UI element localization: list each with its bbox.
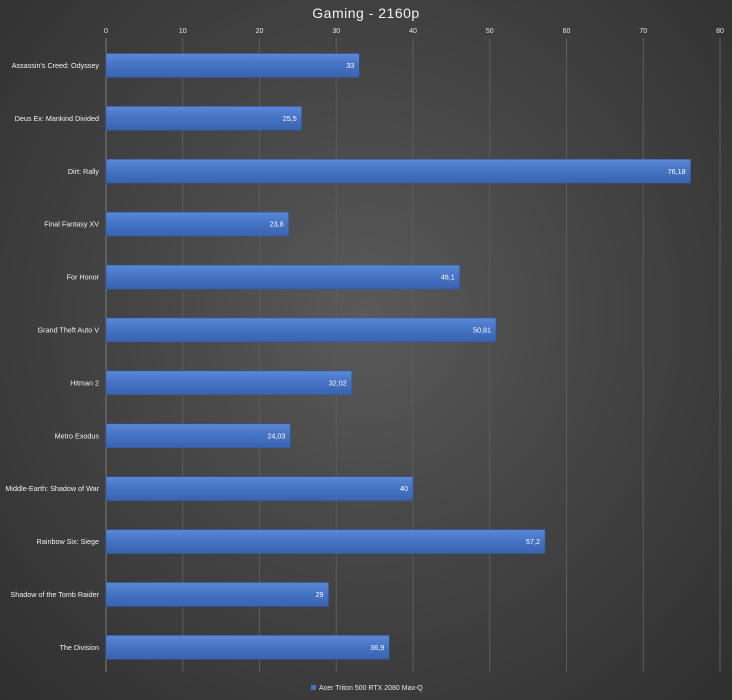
bar (105, 476, 414, 501)
bar (105, 370, 353, 396)
bar-value-label: 76,18 (668, 167, 686, 176)
bar (105, 264, 461, 290)
chart-title: Gaming - 2160p (312, 5, 419, 21)
x-tick-label: 0 (104, 28, 108, 35)
category-label: Hitman 2 (70, 378, 99, 387)
category-label: Middle-Earth: Shadow of War (5, 484, 99, 493)
category-label: Assassin's Creed: Odyssey (12, 61, 100, 70)
bar-value-label: 24,03 (267, 431, 285, 440)
bar-value-label: 33 (346, 61, 354, 70)
bar (105, 529, 546, 554)
category-labels: Assassin's Creed: Odyssey Deus Ex: Mankin… (5, 61, 99, 652)
category-label: Metro Exodus (55, 431, 100, 440)
x-tick-label: 40 (409, 28, 417, 35)
category-label: For Honor (67, 273, 100, 282)
category-label: Rainbow Six: Siege (37, 537, 99, 546)
category-label: Grand Theft Auto V (38, 326, 100, 335)
bar (105, 53, 360, 78)
bar (105, 106, 302, 131)
bar-value-label: 36,9 (370, 643, 384, 652)
x-tick-label: 10 (179, 28, 187, 35)
x-tick-label: 70 (639, 28, 647, 35)
bar-value-label: 40 (400, 484, 408, 493)
bar (105, 159, 691, 184)
bar-value-label: 29 (316, 590, 324, 599)
x-tick-label: 50 (486, 28, 494, 35)
bars: 33 25,5 76,18 23,8 46,1 50,81 32,02 24,03 40 57,2… (105, 53, 691, 660)
bar-value-label: 46,1 (441, 273, 455, 282)
bar (105, 635, 390, 660)
category-label: Final Fantasy XV (44, 220, 99, 229)
x-tick-label: 80 (716, 28, 724, 35)
legend-swatch (311, 685, 316, 690)
bar (105, 317, 497, 343)
category-label: Dirt: Rally (68, 167, 100, 176)
bar (105, 211, 289, 237)
legend-label: Acer Triton 500 RTX 2080 Max-Q (319, 685, 423, 692)
category-label: Shadow of the Tomb Raider (10, 590, 99, 599)
x-tick-label: 20 (256, 28, 264, 35)
bar-value-label: 23,8 (270, 220, 284, 229)
bar-value-label: 25,5 (283, 114, 297, 123)
bar-value-label: 32,02 (329, 378, 347, 387)
bar (105, 423, 291, 449)
category-label: The Division (59, 643, 99, 652)
bar-value-label: 57,2 (526, 537, 540, 546)
x-tick-label: 60 (563, 28, 571, 35)
x-tick-label: 30 (332, 28, 340, 35)
bar-value-label: 50,81 (473, 326, 491, 335)
bar (105, 582, 329, 607)
x-axis-ticks: 0 10 20 30 40 50 60 70 80 (104, 28, 724, 35)
gridlines (105, 38, 721, 672)
legend: Acer Triton 500 RTX 2080 Max-Q (311, 685, 423, 692)
category-label: Deus Ex: Mankind Divided (15, 114, 99, 123)
